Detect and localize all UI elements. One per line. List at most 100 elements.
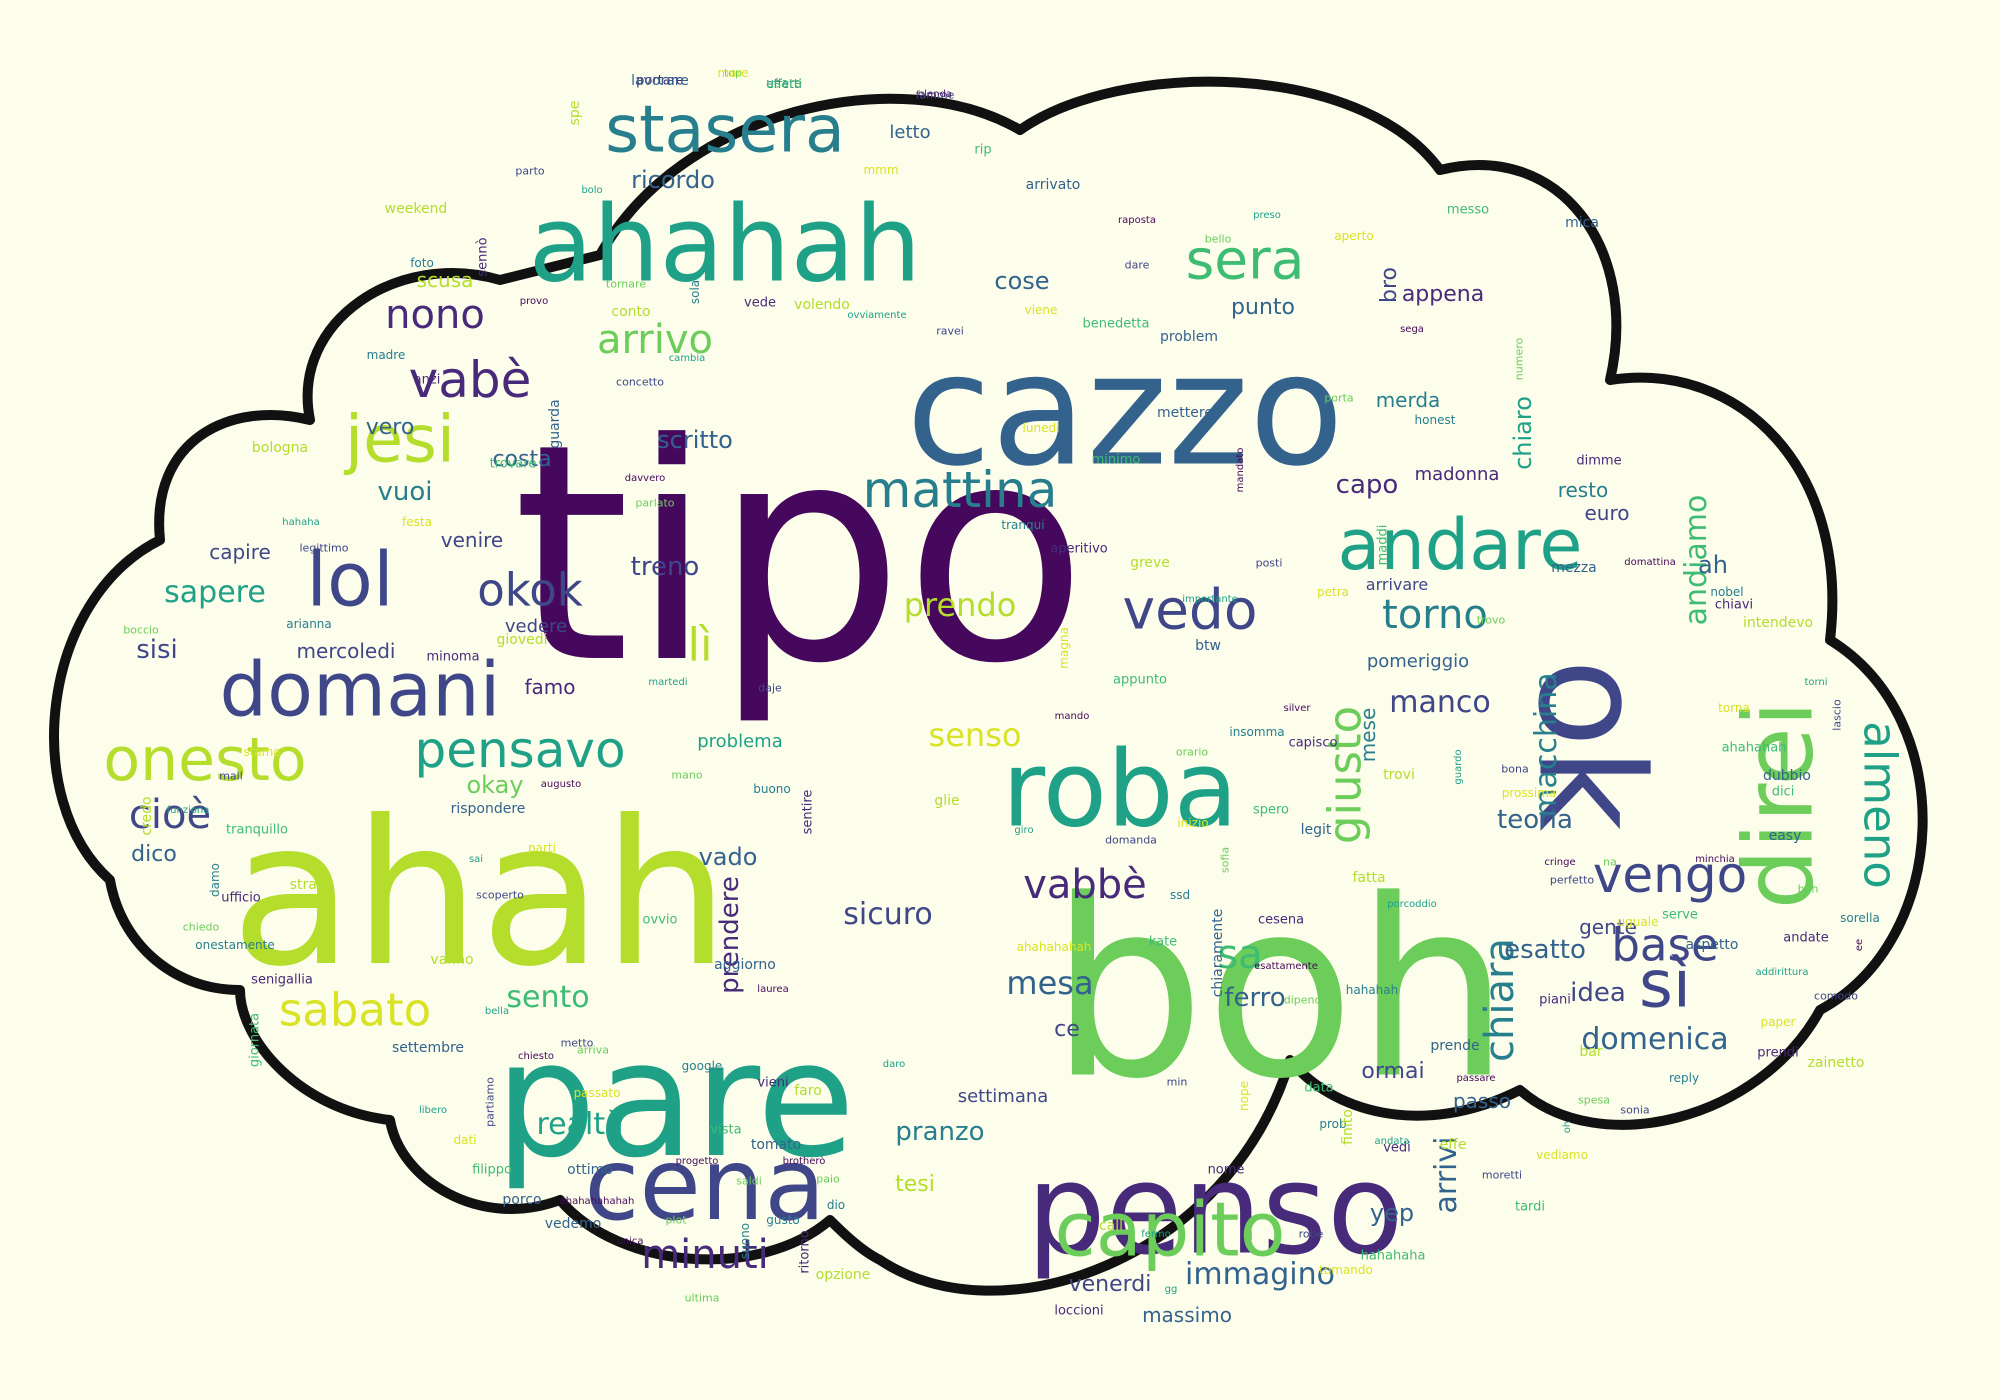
small-word: appunto <box>1113 672 1167 688</box>
word-jesi: jesi <box>345 402 455 478</box>
word-capire: capire <box>209 540 271 564</box>
small-word: vieni <box>757 1075 789 1091</box>
word-vado: vado <box>698 843 758 871</box>
word-sapere: sapere <box>164 575 266 610</box>
small-word: domattina <box>1624 557 1676 568</box>
cloud-outline <box>49 76 1928 1296</box>
small-word: giornata <box>247 1012 263 1068</box>
small-word: moretti <box>1481 1168 1523 1182</box>
small-word: prende <box>1430 1038 1480 1054</box>
word-realta: realtà <box>536 1107 624 1142</box>
small-word: laurea <box>757 984 789 995</box>
small-word: mando <box>1054 711 1090 722</box>
word-si: sì <box>1639 947 1691 1023</box>
small-word: sentire <box>800 789 816 835</box>
small-word: foto <box>410 256 434 270</box>
small-word: volendo <box>794 297 850 313</box>
word-boh: boh <box>1049 847 1511 1133</box>
small-word: uguale <box>1617 915 1659 929</box>
small-word: tomato <box>750 1137 802 1153</box>
word-problema: problema <box>697 731 783 752</box>
small-word: chiavi <box>1714 597 1754 613</box>
small-word: tomando <box>1319 1263 1373 1277</box>
word-tipo: tipo <box>512 380 1088 729</box>
small-word: mettere <box>1157 405 1213 421</box>
small-word: bona <box>1501 762 1529 776</box>
small-word: btw <box>1195 638 1221 654</box>
small-word: rip <box>974 142 992 158</box>
small-word: sega <box>1400 324 1424 335</box>
small-word: andata <box>1374 1136 1410 1147</box>
small-word: passare <box>1456 1073 1496 1084</box>
small-word: martedi <box>648 677 688 688</box>
small-word: trovi <box>1383 767 1415 783</box>
small-word: andate <box>1783 930 1829 946</box>
small-word: sofia <box>1218 846 1232 874</box>
small-word: ssd <box>1169 888 1191 902</box>
small-word: bologna <box>251 440 309 456</box>
small-word: sai <box>468 854 484 865</box>
word-scusa: scusa <box>416 268 474 292</box>
small-word: na <box>1603 855 1617 869</box>
word-scritto: scritto <box>657 426 733 454</box>
small-word: min <box>1166 1075 1188 1089</box>
word-settimana: settimana <box>957 1086 1049 1107</box>
small-word: progetto <box>675 1156 719 1167</box>
word-madonna: madonna <box>1414 464 1500 485</box>
small-word: aggiorno <box>714 957 776 973</box>
word-letto: letto <box>889 122 931 143</box>
small-word: filippo <box>472 1162 512 1178</box>
word-domani: domani <box>219 645 501 734</box>
small-word: petra <box>1317 585 1349 599</box>
small-word: unica <box>616 1236 644 1247</box>
word-nono: nono <box>385 292 485 338</box>
small-word: onestamente <box>195 938 275 952</box>
small-word: aperitivo <box>1050 541 1108 557</box>
word-capito: capito <box>1054 1185 1286 1274</box>
word-mesa: mesa <box>1006 964 1094 1002</box>
word-ricordo: ricordo <box>631 166 715 194</box>
small-word: passato <box>573 1086 621 1100</box>
small-word: google <box>681 1059 723 1073</box>
word-chiaro: chiaro <box>1509 396 1537 470</box>
word-pomeriggio: pomeriggio <box>1366 651 1470 672</box>
word-senso: senso <box>928 716 1022 754</box>
small-word: loccioni <box>1054 1303 1104 1319</box>
word-resto: resto <box>1557 478 1609 502</box>
small-word: dici <box>1771 784 1795 800</box>
word-stasera: stasera <box>605 92 845 168</box>
small-word: minchia <box>1695 854 1735 865</box>
small-word: rispondere <box>450 801 526 817</box>
small-word: benedetta <box>1082 316 1150 332</box>
small-word: vista <box>710 1122 742 1138</box>
word-arrivare: arrivare <box>1365 575 1429 594</box>
small-word: prendi <box>1757 1045 1799 1061</box>
small-word: torna <box>1718 701 1750 715</box>
word-sento: sento <box>506 980 590 1015</box>
small-word: paio <box>816 1172 840 1186</box>
small-word: lavorare <box>631 73 689 89</box>
small-word: domanda <box>1105 833 1157 847</box>
small-word: viene <box>1024 303 1058 317</box>
small-word: problem <box>1160 329 1218 345</box>
small-word: bello <box>1204 232 1232 246</box>
small-word: easy <box>1768 828 1802 844</box>
small-word: saldi <box>736 1174 762 1188</box>
small-word: gg <box>1164 1284 1178 1295</box>
small-word: messo <box>1446 202 1490 218</box>
small-word: tranqui <box>1001 518 1045 532</box>
word-euro: euro <box>1584 501 1630 525</box>
small-word: mail <box>219 769 243 783</box>
word-cose: cose <box>994 267 1050 295</box>
small-word: legit <box>1300 822 1332 838</box>
word-lol: lol <box>306 535 394 624</box>
word-pare: pare <box>494 1006 856 1193</box>
word-sicuro: sicuro <box>843 897 933 932</box>
small-word: chiesto <box>517 1051 555 1062</box>
word-cena: cena <box>584 1126 826 1243</box>
small-word: posti <box>1255 556 1283 570</box>
word-venerdi: venerdi <box>1068 1272 1152 1297</box>
small-word: vediamo <box>1536 1148 1588 1162</box>
word-manco: manco <box>1389 685 1491 720</box>
